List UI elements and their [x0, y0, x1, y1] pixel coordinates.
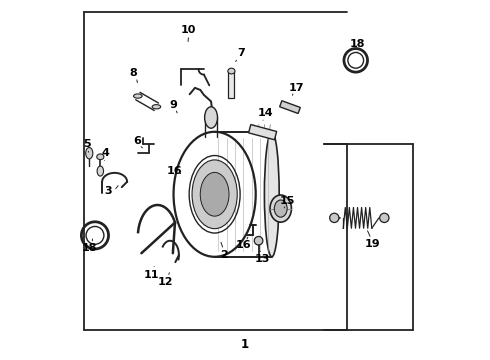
- Text: 7: 7: [238, 48, 245, 58]
- Ellipse shape: [228, 68, 235, 74]
- Text: 17: 17: [289, 83, 305, 93]
- Text: 11: 11: [144, 270, 159, 280]
- Ellipse shape: [97, 154, 104, 159]
- Text: 8: 8: [130, 68, 137, 78]
- Text: 18: 18: [82, 243, 98, 253]
- Ellipse shape: [97, 166, 103, 176]
- Ellipse shape: [86, 148, 93, 159]
- Bar: [280, 101, 300, 113]
- Ellipse shape: [192, 160, 237, 229]
- Bar: [228, 71, 234, 98]
- Bar: [248, 125, 277, 140]
- Ellipse shape: [265, 132, 279, 257]
- Text: 13: 13: [254, 254, 270, 264]
- Text: 19: 19: [365, 239, 381, 249]
- Text: 3: 3: [105, 186, 112, 196]
- Ellipse shape: [134, 94, 142, 98]
- Ellipse shape: [380, 213, 389, 222]
- Text: 5: 5: [83, 139, 91, 149]
- Text: 4: 4: [102, 148, 110, 158]
- Text: 14: 14: [258, 108, 273, 118]
- Ellipse shape: [200, 172, 229, 216]
- Ellipse shape: [270, 195, 292, 222]
- Text: 2: 2: [220, 250, 227, 260]
- Text: 6: 6: [133, 136, 141, 147]
- Ellipse shape: [205, 107, 218, 128]
- Ellipse shape: [330, 213, 339, 222]
- Text: 16: 16: [167, 166, 182, 176]
- Text: 16: 16: [235, 240, 251, 250]
- Text: 10: 10: [181, 25, 196, 35]
- Ellipse shape: [274, 200, 287, 217]
- Text: 12: 12: [158, 277, 173, 287]
- Ellipse shape: [152, 105, 161, 109]
- Text: 15: 15: [279, 196, 295, 206]
- Text: 9: 9: [169, 100, 177, 110]
- Text: 18: 18: [350, 39, 365, 49]
- Ellipse shape: [254, 237, 263, 245]
- Text: 1: 1: [241, 338, 249, 351]
